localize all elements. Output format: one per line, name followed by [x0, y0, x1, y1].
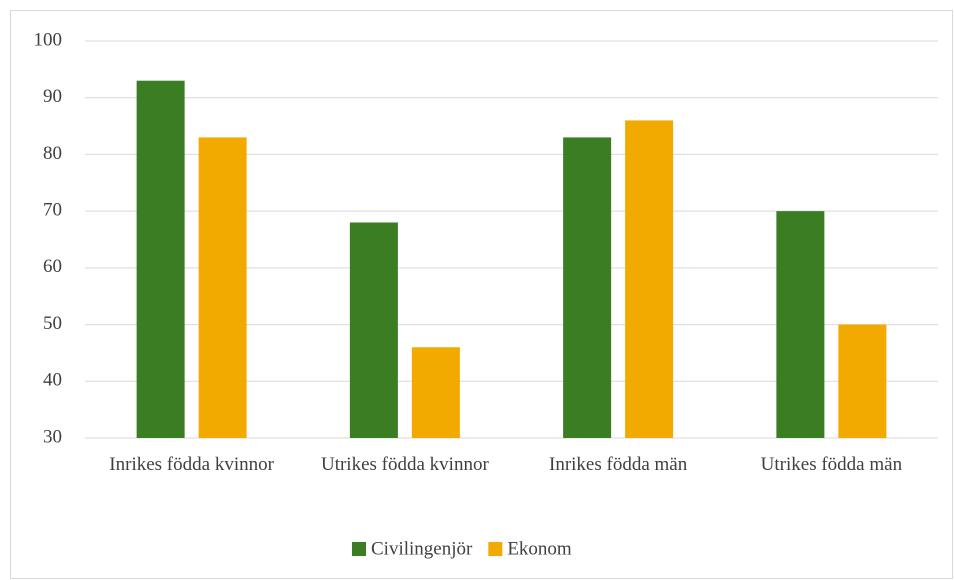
legend-swatch — [352, 542, 366, 556]
legend-label: Ekonom — [507, 538, 572, 559]
y-tick-label: 50 — [43, 313, 62, 334]
y-tick-label: 100 — [34, 29, 63, 50]
x-tick-label: Inrikes födda kvinnor — [109, 454, 274, 475]
y-tick-label: 40 — [43, 370, 62, 391]
bar — [411, 347, 460, 438]
x-tick-label-box: Inrikes födda kvinnor — [109, 454, 274, 475]
x-tick-label: Utrikes födda män — [760, 454, 903, 475]
bar — [563, 137, 612, 438]
legend-label: Civilingenjör — [371, 538, 473, 559]
x-tick-label-box: Utrikes födda män — [760, 454, 903, 475]
y-tick-label: 60 — [43, 256, 62, 277]
y-tick-label: 70 — [43, 200, 62, 221]
bar — [136, 80, 185, 438]
bar — [198, 137, 247, 438]
bar — [625, 120, 674, 439]
x-tick-label: Inrikes födda män — [549, 454, 688, 475]
x-tick-label: Utrikes födda kvinnor — [320, 454, 489, 475]
x-tick-label-box: Utrikes födda kvinnor — [320, 454, 489, 475]
bar — [776, 211, 825, 438]
y-tick-label: 90 — [43, 86, 62, 107]
y-tick-label: 80 — [43, 143, 62, 164]
legend-swatch — [488, 542, 503, 556]
bar — [349, 222, 398, 438]
bar — [838, 324, 887, 438]
x-tick-label-box: Inrikes födda män — [549, 454, 688, 475]
y-tick-label: 30 — [43, 426, 62, 447]
